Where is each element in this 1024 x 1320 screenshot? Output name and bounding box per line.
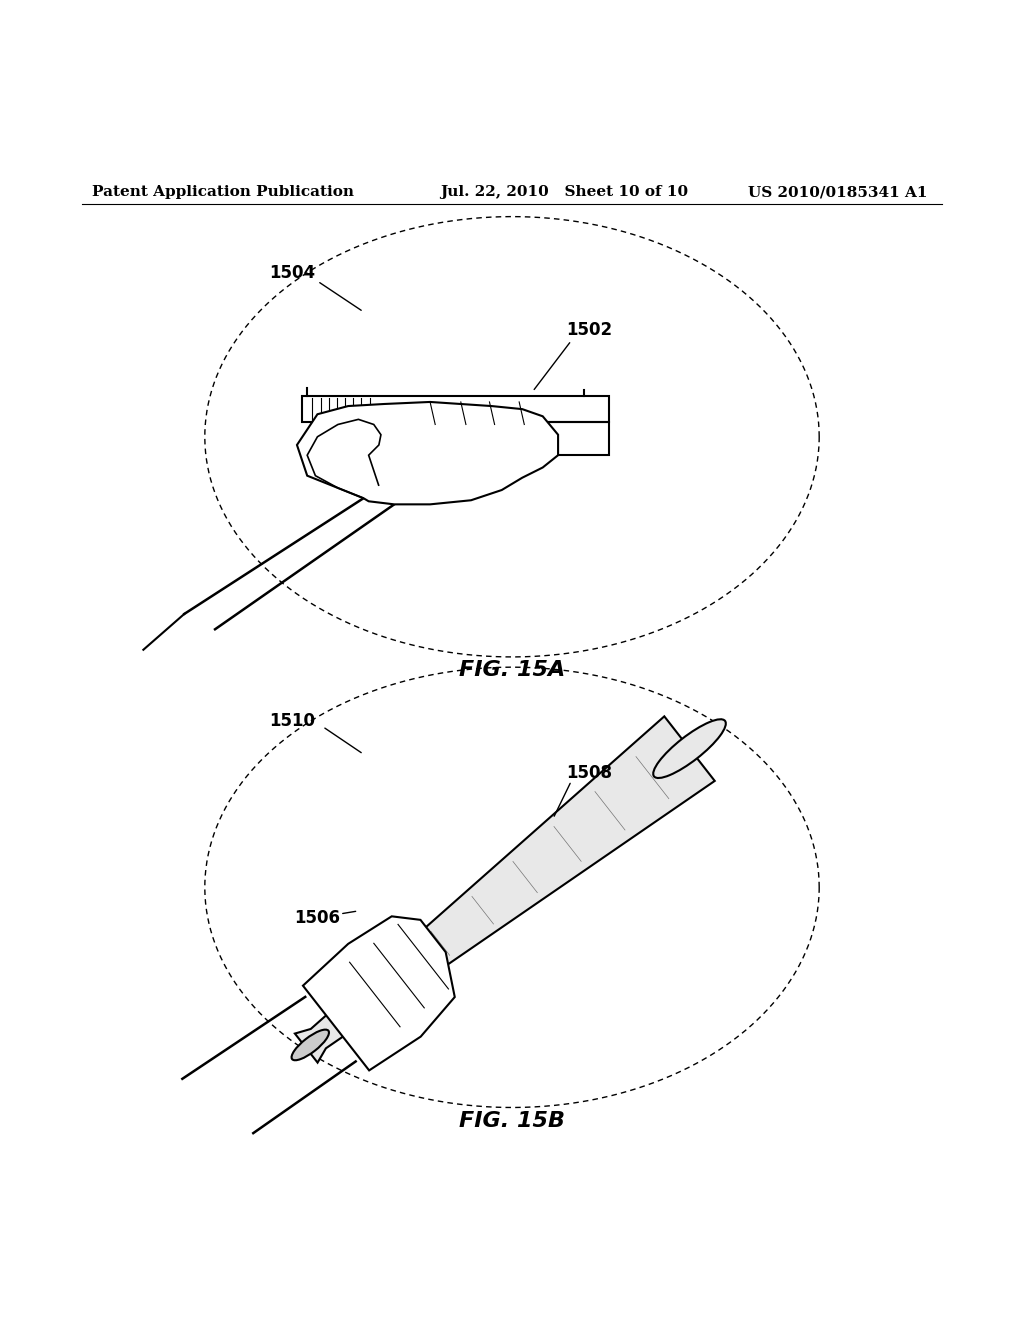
Text: FIG. 15B: FIG. 15B (459, 1111, 565, 1131)
Text: US 2010/0185341 A1: US 2010/0185341 A1 (748, 185, 927, 199)
Text: 1504: 1504 (268, 264, 315, 282)
Polygon shape (297, 403, 558, 504)
Text: 1508: 1508 (566, 764, 611, 781)
Text: FIG. 15A: FIG. 15A (459, 660, 565, 680)
Ellipse shape (292, 1030, 329, 1060)
Text: 1506: 1506 (295, 909, 340, 927)
Polygon shape (295, 717, 715, 1063)
Polygon shape (303, 916, 455, 1071)
Text: Jul. 22, 2010   Sheet 10 of 10: Jul. 22, 2010 Sheet 10 of 10 (440, 185, 688, 199)
Text: 1502: 1502 (565, 321, 612, 339)
Ellipse shape (653, 719, 726, 777)
Text: Patent Application Publication: Patent Application Publication (92, 185, 354, 199)
Text: 1510: 1510 (269, 713, 314, 730)
